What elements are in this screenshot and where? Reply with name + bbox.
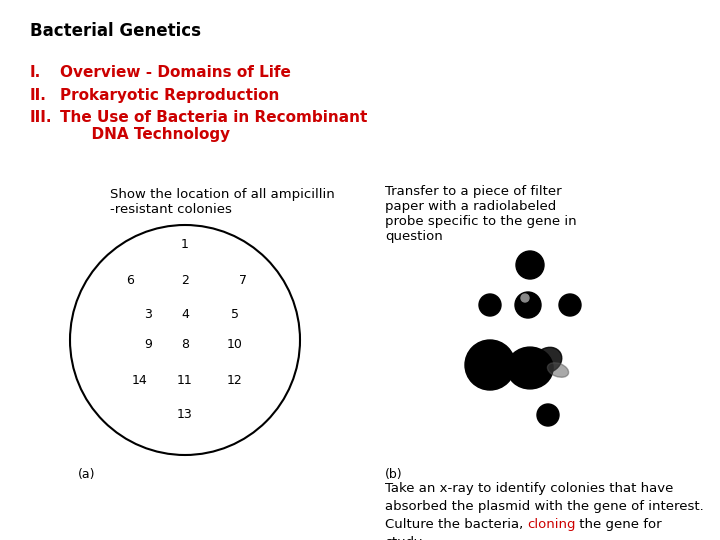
Text: 14: 14	[132, 374, 148, 387]
Text: II.: II.	[30, 88, 47, 103]
Ellipse shape	[534, 347, 562, 373]
Text: I.: I.	[30, 65, 41, 80]
Text: 13: 13	[177, 408, 193, 422]
Text: Prokaryotic Reproduction: Prokaryotic Reproduction	[60, 88, 279, 103]
Text: (b): (b)	[385, 468, 402, 481]
Text: 6: 6	[126, 273, 134, 287]
Circle shape	[479, 294, 501, 316]
Text: 4: 4	[181, 308, 189, 321]
Text: 5: 5	[231, 308, 239, 321]
Text: III.: III.	[30, 110, 53, 125]
Text: 10: 10	[227, 339, 243, 352]
Text: Culture the bacteria,: Culture the bacteria,	[385, 518, 528, 531]
Circle shape	[559, 294, 581, 316]
Text: 3: 3	[144, 308, 152, 321]
Circle shape	[521, 294, 529, 302]
Text: study.: study.	[385, 536, 424, 540]
Text: 11: 11	[177, 374, 193, 387]
Text: absorbed the plasmid with the gene of interest.: absorbed the plasmid with the gene of in…	[385, 500, 703, 513]
Text: 1: 1	[181, 239, 189, 252]
Text: 8: 8	[181, 339, 189, 352]
Text: cloning: cloning	[527, 518, 575, 531]
Text: 12: 12	[227, 374, 243, 387]
Text: The Use of Bacteria in Recombinant
      DNA Technology: The Use of Bacteria in Recombinant DNA T…	[60, 110, 367, 143]
Circle shape	[516, 251, 544, 279]
Text: Show the location of all ampicillin
-resistant colonies: Show the location of all ampicillin -res…	[110, 188, 335, 216]
Circle shape	[515, 292, 541, 318]
Text: 9: 9	[144, 339, 152, 352]
Text: 2: 2	[181, 273, 189, 287]
Text: 7: 7	[239, 273, 247, 287]
Ellipse shape	[547, 363, 569, 377]
Circle shape	[537, 404, 559, 426]
Circle shape	[465, 340, 515, 390]
Text: Take an x-ray to identify colonies that have: Take an x-ray to identify colonies that …	[385, 482, 673, 495]
Text: Overview - Domains of Life: Overview - Domains of Life	[60, 65, 291, 80]
Ellipse shape	[507, 347, 553, 389]
Text: the gene for: the gene for	[575, 518, 662, 531]
Text: Transfer to a piece of filter
paper with a radiolabeled
probe specific to the ge: Transfer to a piece of filter paper with…	[385, 185, 577, 243]
Text: (a): (a)	[78, 468, 96, 481]
Text: Bacterial Genetics: Bacterial Genetics	[30, 22, 201, 40]
